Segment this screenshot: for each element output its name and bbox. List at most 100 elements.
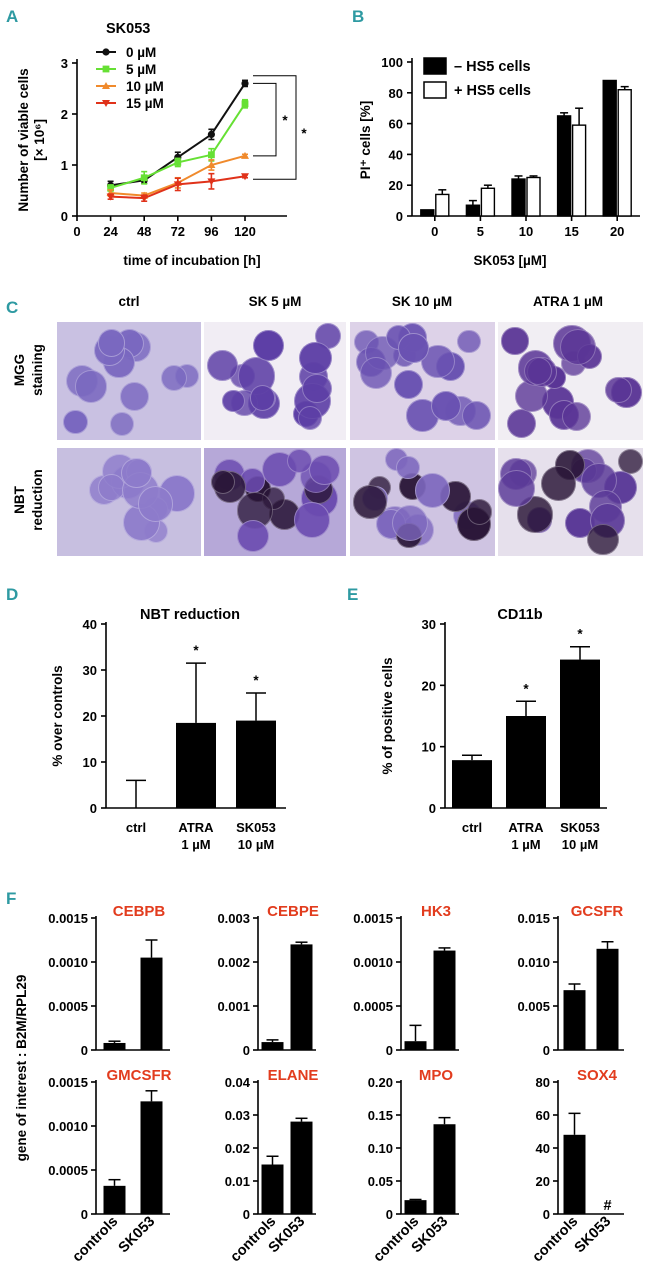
x-tick-label-line: SK053	[236, 820, 276, 835]
bar	[404, 1041, 427, 1050]
gene-title: MPO	[419, 1067, 454, 1084]
gene-title: ELANE	[268, 1067, 319, 1084]
bar-0	[511, 178, 526, 217]
significance-mark: #	[603, 1198, 611, 1214]
y-tick-label: 0.0005	[353, 999, 393, 1014]
cell	[121, 457, 153, 489]
legend-label: – HS5 cells	[454, 59, 531, 75]
significance-mark: *	[149, 1099, 155, 1114]
micrograph-mgg-2	[350, 322, 495, 440]
bar-1	[617, 89, 632, 217]
bar	[560, 659, 600, 808]
bar	[261, 1042, 284, 1050]
significance-mark: *	[301, 126, 307, 141]
y-tick-label: 40	[83, 617, 97, 632]
point	[102, 48, 110, 56]
cell	[562, 401, 592, 432]
panel-a-line-chart: SK053 time of incubation [h] Number of v…	[16, 21, 307, 268]
point	[207, 161, 216, 168]
cell	[110, 411, 135, 436]
panel-b-ylabel: PI⁺ cells [%]	[358, 101, 373, 179]
cell	[74, 369, 108, 403]
y-tick-label: 1	[61, 158, 68, 173]
gene-title: GMCSFR	[107, 1067, 172, 1084]
cell	[120, 381, 150, 411]
point	[102, 65, 110, 73]
y-tick-label: 3	[61, 56, 68, 71]
cell	[137, 486, 174, 522]
cell	[587, 523, 619, 556]
gene-title: SOX4	[577, 1067, 618, 1084]
x-tick-label-line: ATRA	[508, 820, 544, 835]
bar	[452, 760, 492, 808]
significance-mark: *	[299, 1120, 305, 1135]
y-tick-label: 0.01	[225, 1174, 250, 1189]
y-tick-label: 60	[389, 117, 403, 132]
bar	[290, 1121, 313, 1214]
cell	[398, 332, 429, 363]
x-tick-label-line: SK053	[560, 820, 600, 835]
col-label-ctrl: ctrl	[118, 294, 139, 309]
cell	[617, 449, 643, 475]
point	[140, 195, 149, 203]
x-tick-label-line: 10 µM	[238, 837, 274, 852]
y-tick-label: 0.0015	[48, 911, 88, 926]
y-tick-label: 0.0015	[353, 911, 393, 926]
x-tick-label-line: ATRA	[178, 820, 214, 835]
legend-label: 15 µM	[126, 96, 164, 111]
x-tick-label-line: 1 µM	[181, 837, 210, 852]
panel-e-ylabel: % of positive cells	[380, 657, 395, 774]
x-tick-label: 72	[171, 224, 185, 239]
legend-label: 10 µM	[126, 79, 164, 94]
bar	[236, 720, 276, 808]
bar-0	[465, 204, 481, 217]
cell	[466, 499, 493, 525]
significance-mark: *	[149, 956, 155, 971]
significance-mark: *	[299, 942, 305, 957]
x-tick-label: controls	[70, 1214, 122, 1266]
x-tick-label: 120	[234, 224, 256, 239]
y-tick-label: 20	[83, 709, 97, 724]
point	[102, 82, 110, 89]
cell	[393, 370, 423, 400]
x-tick-label: ctrl	[126, 820, 146, 835]
panel-e-bar-chart: CD11b % of positive cells 0 10 20 30 ctrl * AT…	[380, 607, 607, 852]
y-tick-label: 0.03	[225, 1108, 250, 1123]
y-tick-label: 0.02	[225, 1141, 250, 1156]
bar	[176, 722, 216, 808]
row-label-mgg-2: staining	[30, 344, 45, 396]
y-tick-label: 80	[389, 86, 403, 101]
y-tick-label: 40	[536, 1141, 550, 1156]
cell	[287, 449, 312, 474]
cell	[309, 454, 340, 486]
y-tick-label: 0	[61, 209, 68, 224]
y-tick-label: 0.05	[368, 1174, 393, 1189]
x-tick-label: SK053 10 µM	[560, 820, 600, 852]
cell	[457, 329, 481, 354]
significance-mark: *	[577, 627, 583, 642]
significance-mark: *	[193, 643, 199, 658]
y-tick-label: 0	[243, 1207, 250, 1222]
cell	[294, 502, 330, 538]
y-tick-label: 80	[536, 1075, 550, 1090]
bar	[140, 1101, 163, 1214]
cell	[524, 356, 553, 386]
subplot-sox4: 0 20 40 60 80 SOX4 controls #SK053	[530, 1067, 624, 1265]
x-tick-label: SK053	[572, 1214, 615, 1257]
x-tick-label: 15	[564, 224, 578, 239]
significance-mark: *	[605, 947, 611, 962]
x-tick-label-line: ctrl	[462, 820, 482, 835]
micrograph-mgg-1	[204, 322, 346, 440]
cell	[161, 365, 188, 392]
panel-d-title: NBT reduction	[140, 607, 240, 623]
significance-mark: *	[442, 949, 448, 964]
y-tick-label: 40	[389, 147, 403, 162]
panel-d-bar-chart: NBT reduction % over controls 0 10 20 30 40 c…	[50, 607, 286, 852]
bar	[140, 957, 163, 1050]
x-tick-label: 48	[137, 224, 151, 239]
y-tick-label: 0.0010	[48, 1119, 88, 1134]
y-tick-label: 0	[81, 1043, 88, 1058]
cell	[353, 484, 387, 519]
